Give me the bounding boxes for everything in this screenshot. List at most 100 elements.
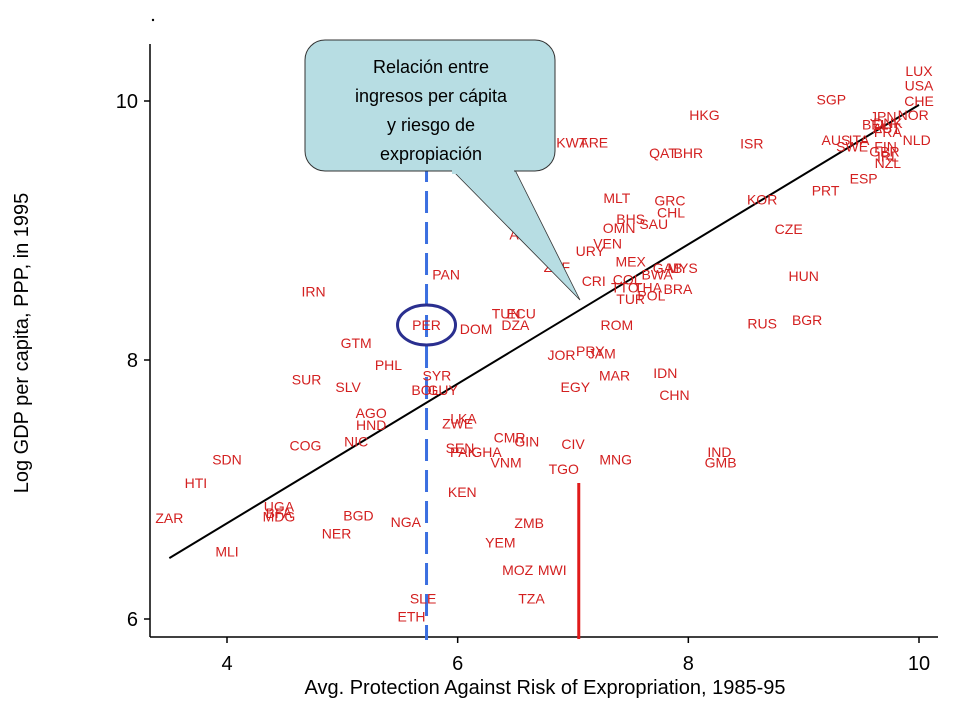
point-label-ury: URY xyxy=(576,243,606,259)
point-label-sur: SUR xyxy=(292,371,322,387)
point-label-gbr: GBR xyxy=(869,144,899,160)
point-label-irn: IRN xyxy=(301,283,325,299)
point-label-ind: IND xyxy=(707,444,731,460)
point-label-gha: GHA xyxy=(471,444,502,460)
point-label-tur: TUR xyxy=(616,291,645,307)
point-label-civ: CIV xyxy=(561,436,585,452)
point-label-jam: JAM xyxy=(588,346,616,362)
point-label-nga: NGA xyxy=(391,514,422,530)
point-label-omn: OMN xyxy=(603,220,636,236)
point-label-esp: ESP xyxy=(850,171,878,187)
point-label-mex: MEX xyxy=(615,254,646,270)
point-label-ken: KEN xyxy=(448,484,477,500)
callout-line-2: ingresos per cápita xyxy=(355,86,508,106)
point-label-che: CHE xyxy=(904,93,934,109)
highlight-circle-per xyxy=(396,303,458,347)
point-label-ner: NER xyxy=(322,526,352,542)
point-label-kor: KOR xyxy=(747,191,777,207)
x-tick-label: 8 xyxy=(683,653,694,675)
point-label-qat: QAT xyxy=(649,145,677,161)
point-label-rom: ROM xyxy=(600,317,633,333)
point-label-guy: GUY xyxy=(428,382,459,398)
point-label-lka: LKA xyxy=(450,410,477,426)
callout-box xyxy=(304,39,556,172)
point-label-idn: IDN xyxy=(653,365,677,381)
point-label-mlt: MLT xyxy=(603,190,630,206)
point-label-jor: JOR xyxy=(547,347,575,363)
y-tick-label: 10 xyxy=(116,91,138,113)
point-label-tgo: TGO xyxy=(549,461,579,477)
point-label-ita: ITA xyxy=(849,132,870,148)
callout-line-3: y riesgo de xyxy=(387,115,475,135)
point-label-pol: POL xyxy=(637,287,665,303)
point-label-ago: AGO xyxy=(356,405,387,421)
point-label-bra: BRA xyxy=(664,281,693,297)
point-label-lux: LUX xyxy=(905,63,933,79)
y-tick-label: 6 xyxy=(127,609,138,631)
point-label-col: COL xyxy=(613,272,642,288)
stray-dot xyxy=(151,18,155,22)
point-label-eth: ETH xyxy=(398,608,426,624)
point-label-sgp: SGP xyxy=(817,92,847,108)
fit-line-group xyxy=(168,104,920,559)
point-label-mwi: MWI xyxy=(538,562,567,578)
point-label-cog: COG xyxy=(289,437,321,453)
point-label-dza: DZA xyxy=(501,317,530,333)
point-label-moz: MOZ xyxy=(502,562,534,578)
point-label-jpn: JPN xyxy=(870,109,896,125)
point-label-bgr: BGR xyxy=(792,312,822,328)
point-label-pak: PAK xyxy=(450,444,478,460)
point-label-irl: IRL xyxy=(877,149,899,165)
point-label-are: ARE xyxy=(579,134,608,150)
point-label-chn: CHN xyxy=(659,387,689,403)
x-tick-label: 6 xyxy=(452,653,463,675)
point-label-per: PER xyxy=(412,317,441,333)
point-label-gin: GIN xyxy=(514,434,539,450)
point-label-aut: AUT xyxy=(873,120,901,136)
point-label-aus: AUS xyxy=(822,132,851,148)
point-label-swe: SWE xyxy=(836,138,868,154)
point-label-bel: BEL xyxy=(862,116,889,132)
y-tick-label: 8 xyxy=(127,350,138,372)
point-label-sen: SEN xyxy=(446,440,475,456)
callout-line-4: expropiación xyxy=(380,144,482,164)
point-label-isr: ISR xyxy=(740,136,763,152)
point-label-nld: NLD xyxy=(903,132,931,148)
x-axis-title: Avg. Protection Against Risk of Expropri… xyxy=(304,677,785,699)
point-label-usa: USA xyxy=(905,77,934,93)
point-label-tun: TUN xyxy=(492,305,521,321)
point-label-vnm: VNM xyxy=(491,454,522,470)
point-label-chl: CHL xyxy=(657,204,685,220)
point-label-mar: MAR xyxy=(599,368,630,384)
reference-lines xyxy=(425,160,581,640)
point-label-hnd: HND xyxy=(356,417,386,433)
point-label-tza: TZA xyxy=(518,590,545,606)
point-label-sdn: SDN xyxy=(212,452,242,468)
point-label-tha: THA xyxy=(634,279,663,295)
point-label-mdg: MDG xyxy=(263,509,296,525)
point-label-zmb: ZMB xyxy=(514,515,544,531)
point-label-sau: SAU xyxy=(639,216,668,232)
point-label-uga: UGA xyxy=(264,498,295,514)
point-label-ecu: ECU xyxy=(506,305,536,321)
point-label-gab: GAB xyxy=(653,260,683,276)
x-tick-label: 4 xyxy=(221,653,232,675)
point-label-bgd: BGD xyxy=(343,507,373,523)
point-label-cze: CZE xyxy=(775,221,803,237)
point-label-ven: VEN xyxy=(593,235,622,251)
point-label-dnk: DNK xyxy=(873,115,903,131)
point-label-bol: BOL xyxy=(411,382,439,398)
point-label-cri: CRI xyxy=(582,273,606,289)
point-label-nzl: NZL xyxy=(875,155,902,171)
point-label-mli: MLI xyxy=(215,544,238,560)
point-label-hun: HUN xyxy=(788,268,818,284)
point-label-mys: MYS xyxy=(667,260,697,276)
point-label-pry: PRY xyxy=(576,343,605,359)
point-label-gtm: GTM xyxy=(341,335,372,351)
callout-line-1: Relación entre xyxy=(373,57,489,77)
point-label-rus: RUS xyxy=(747,316,777,332)
point-label-hkg: HKG xyxy=(689,107,719,123)
point-label-hti: HTI xyxy=(185,475,208,491)
